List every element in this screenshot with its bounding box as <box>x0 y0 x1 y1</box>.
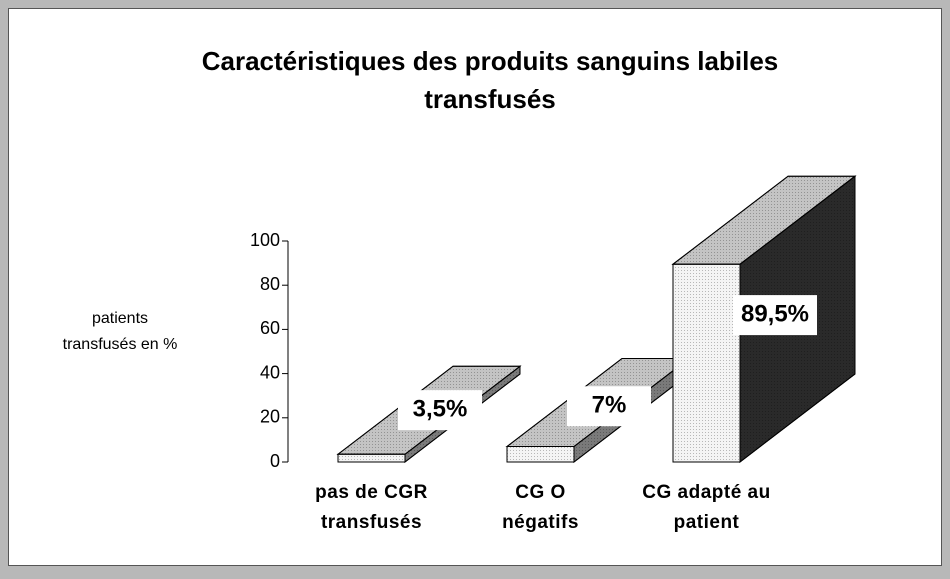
y-tick-label: 80 <box>260 274 280 294</box>
value-label: 89,5% <box>741 300 809 327</box>
y-tick-label: 20 <box>260 407 280 427</box>
x-tick-label: pas de CGR transfusés <box>315 482 428 533</box>
y-tick-label: 60 <box>260 318 280 338</box>
chart-title: Caractéristiques des produits sanguins l… <box>201 46 779 114</box>
value-label: 7% <box>592 392 627 419</box>
y-tick-label: 100 <box>250 230 280 250</box>
x-tick-label: CG O négatifs <box>502 482 579 533</box>
value-label: 3,5% <box>413 395 468 422</box>
bar-front-texture <box>506 446 575 463</box>
y-tick-label: 0 <box>270 451 280 471</box>
x-tick-label: CG adapté au patient <box>642 482 771 533</box>
value-label-box <box>398 390 482 431</box>
y-axis-label: patients transfusés en % <box>62 310 178 353</box>
value-label-box <box>567 386 651 427</box>
bar-front-texture <box>672 263 741 463</box>
bar-front-texture <box>337 453 406 463</box>
value-label-box <box>733 295 817 336</box>
y-tick-label: 40 <box>260 362 280 382</box>
